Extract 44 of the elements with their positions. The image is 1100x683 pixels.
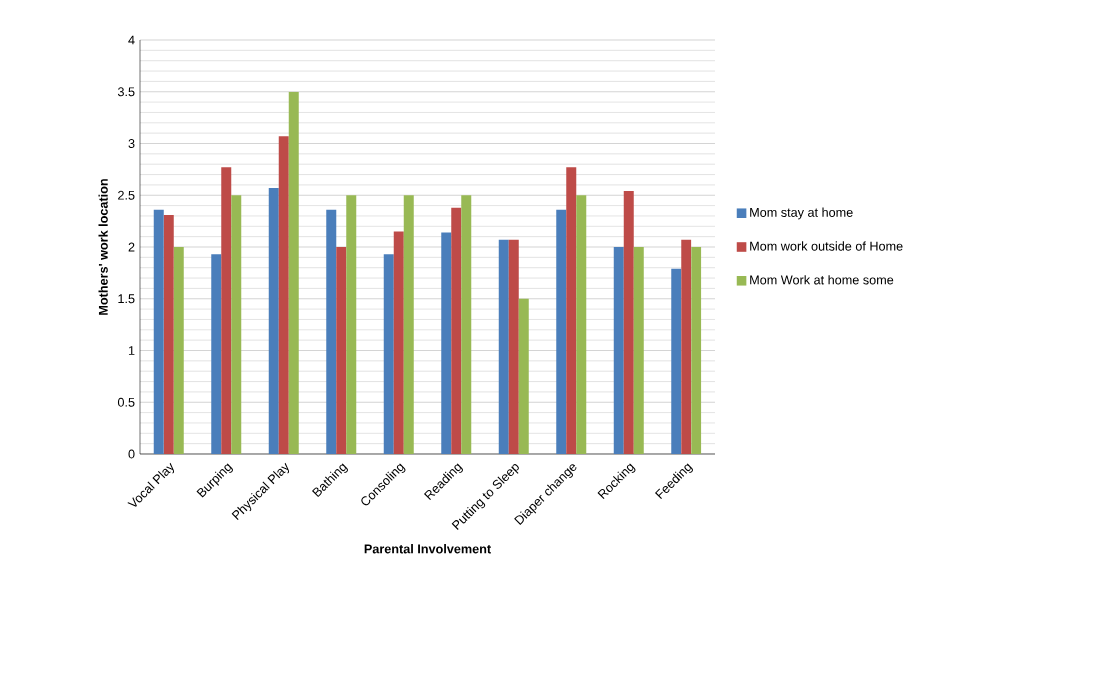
- bar: [566, 167, 577, 454]
- bar: [153, 209, 164, 454]
- y-tick-label: 2.5: [118, 190, 135, 200]
- bar: [336, 247, 347, 454]
- bar: [278, 136, 289, 454]
- bar: [576, 195, 587, 454]
- y-tick-label: 4: [128, 35, 135, 45]
- y-tick-label: 3.5: [117, 87, 135, 97]
- bar: [403, 195, 414, 454]
- bar: [441, 232, 452, 454]
- y-tick-label: 2: [128, 242, 135, 252]
- bar: [326, 209, 337, 454]
- y-tick-label: 1: [128, 346, 135, 355]
- bar: [211, 254, 222, 454]
- bar: [173, 247, 184, 454]
- bar: [691, 247, 702, 454]
- bar: [633, 247, 644, 454]
- bar: [461, 195, 472, 454]
- y-tick-label: 1.5: [118, 294, 135, 304]
- bar: [268, 188, 279, 454]
- bar: [231, 195, 242, 454]
- y-tick-label: 3: [128, 139, 135, 148]
- bar: [451, 207, 462, 454]
- bar: [221, 167, 232, 454]
- bar: [288, 91, 299, 454]
- x-axis-title: Parental Involvement: [364, 544, 491, 554]
- bar: [623, 191, 634, 454]
- legend-label: Mom Work at home some: [750, 275, 894, 285]
- y-axis-title: Mothers' work location: [98, 179, 108, 315]
- bar: [393, 231, 404, 454]
- bar: [518, 298, 529, 454]
- y-tick-label: 0: [128, 449, 135, 459]
- legend-label: Mom work outside of Home: [750, 241, 903, 251]
- bar: [681, 239, 692, 454]
- bar: [556, 209, 567, 454]
- bar: [498, 239, 509, 454]
- bar: [671, 268, 682, 454]
- bar: [383, 254, 394, 454]
- bar: [346, 195, 357, 454]
- bar: [613, 247, 624, 454]
- y-tick-label: 0.5: [117, 397, 135, 407]
- legend-label: Mom stay at home: [750, 207, 853, 220]
- bar: [163, 214, 174, 454]
- bar: [508, 239, 519, 454]
